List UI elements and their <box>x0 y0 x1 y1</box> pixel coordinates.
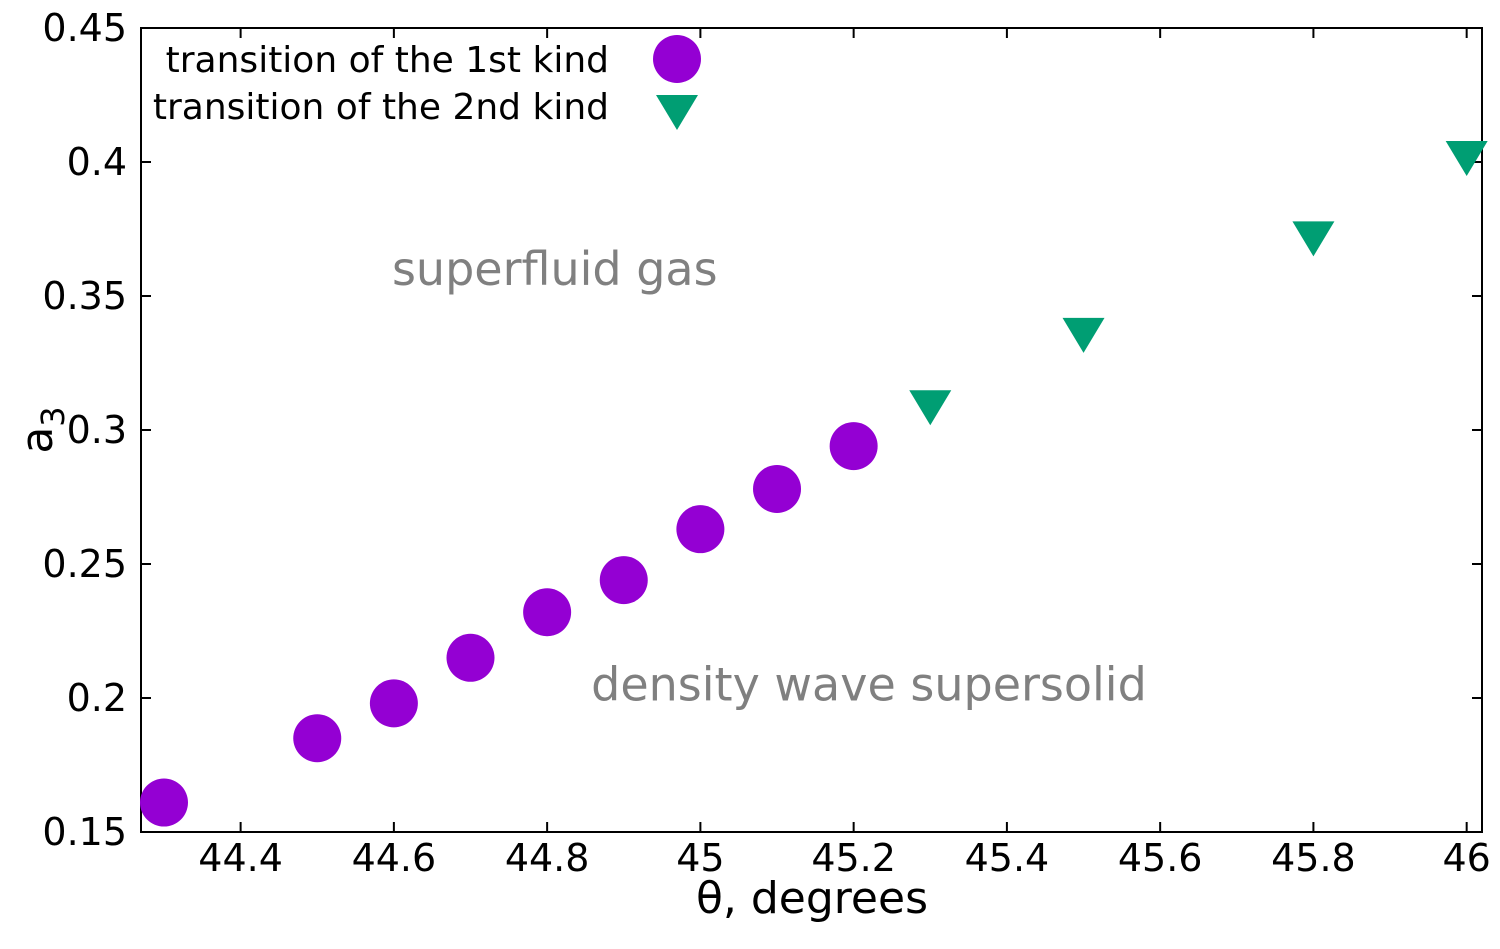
data-points <box>139 140 1488 827</box>
x-tick-label: 45.2 <box>811 836 896 880</box>
x-tick-label: 45.8 <box>1271 836 1356 880</box>
x-tick-label: 44.4 <box>198 836 283 880</box>
point-transition-2nd-kind <box>1445 140 1488 176</box>
point-transition-1st-kind <box>293 714 342 763</box>
legend-label-2nd-kind: transition of the 2nd kind <box>153 87 609 128</box>
y-tick-label: 0.15 <box>42 810 127 854</box>
x-tick-label: 44.6 <box>352 836 437 880</box>
point-transition-1st-kind <box>676 505 725 554</box>
point-transition-1st-kind <box>829 422 878 471</box>
legend-label-1st-kind: transition of the 1st kind <box>166 40 609 81</box>
point-transition-1st-kind <box>599 556 648 605</box>
legend: transition of the 1st kind transition of … <box>153 35 701 130</box>
y-axis-title: a3 <box>12 406 72 453</box>
y-axis-title-subscript: 3 <box>34 406 72 426</box>
legend-marker-circle <box>653 35 701 83</box>
x-tick-label: 45.6 <box>1118 836 1203 880</box>
x-tick-label: 45 <box>676 836 724 880</box>
y-tick-label: 0.2 <box>67 676 127 720</box>
point-transition-1st-kind <box>369 679 418 728</box>
point-transition-1st-kind <box>446 633 495 682</box>
y-tick-label: 0.35 <box>42 274 127 318</box>
y-axis-title-symbol: a <box>12 427 63 454</box>
annotation-superfluid-gas: superfluid gas <box>392 242 718 296</box>
point-transition-1st-kind <box>753 464 802 513</box>
y-tick-label: 0.45 <box>42 6 127 50</box>
x-tick-label: 45.4 <box>965 836 1050 880</box>
axis-ticks: 44.4 44.6 44.8 45 45.2 45.4 45.6 45.8 46 0.15 0.2 0… <box>42 6 1490 880</box>
y-tick-label: 0.3 <box>67 408 127 452</box>
point-transition-2nd-kind <box>909 390 952 426</box>
annotation-density-wave-supersolid: density wave supersolid <box>591 658 1147 712</box>
x-tick-label: 46 <box>1442 836 1490 880</box>
y-tick-label: 0.4 <box>67 140 127 184</box>
axis-titles: θ, degrees a3 <box>12 406 928 924</box>
point-transition-1st-kind <box>523 588 572 637</box>
point-transition-2nd-kind <box>1062 317 1105 353</box>
x-axis-title: θ, degrees <box>696 873 928 924</box>
point-transition-1st-kind <box>139 778 188 827</box>
x-tick-label: 44.8 <box>505 836 590 880</box>
region-annotations: superfluid gas density wave supersolid <box>392 242 1147 711</box>
legend-marker-triangle <box>656 95 698 130</box>
point-transition-2nd-kind <box>1292 221 1335 257</box>
y-tick-label: 0.25 <box>42 542 127 586</box>
